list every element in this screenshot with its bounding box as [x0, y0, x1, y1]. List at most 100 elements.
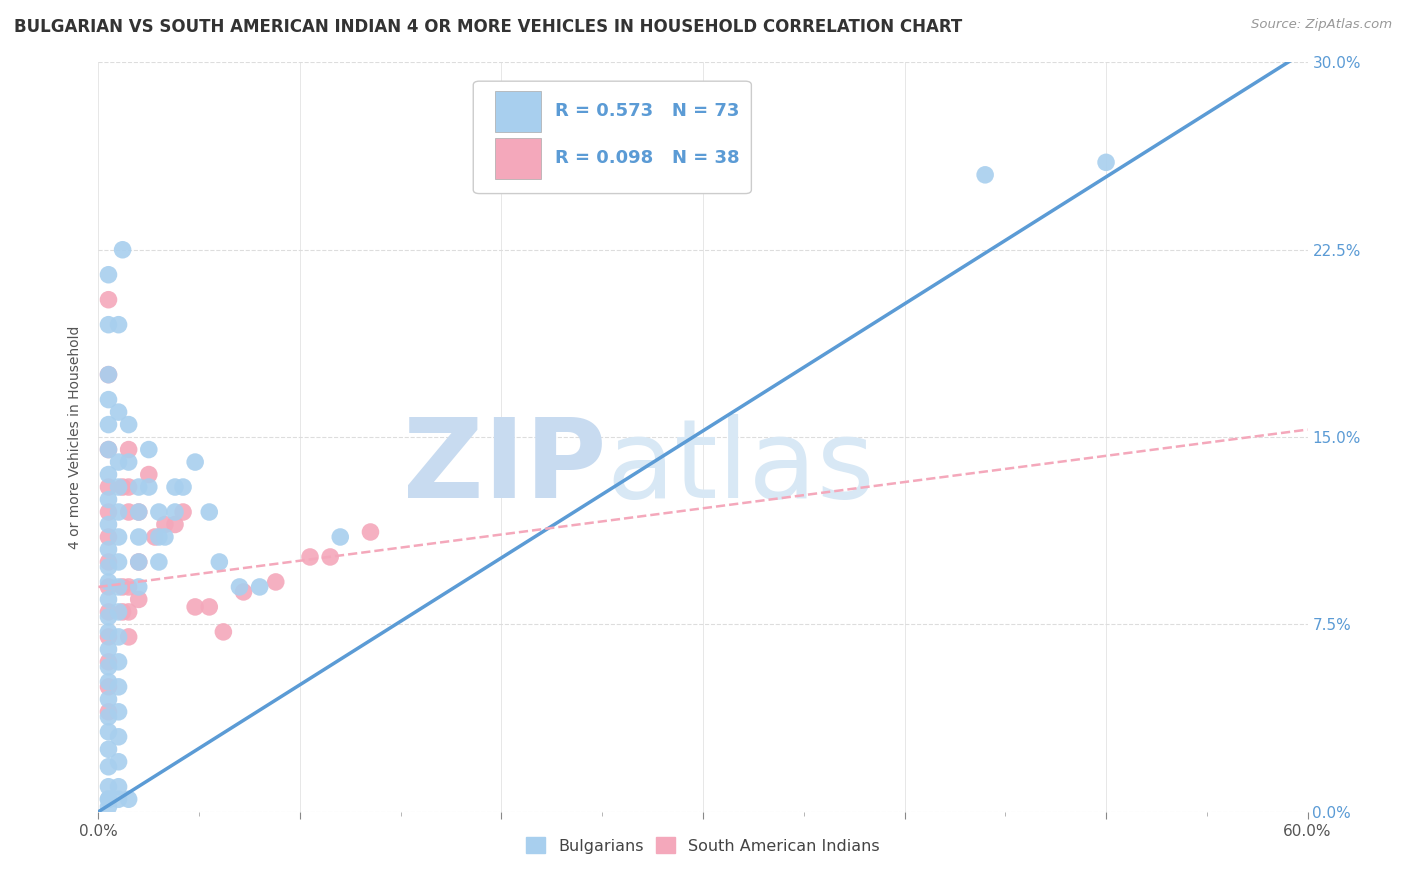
Point: [111, 580, 134, 594]
Point: [118, 455, 141, 469]
Point: [107, 792, 129, 806]
Point: [97, 555, 120, 569]
Point: [172, 480, 194, 494]
Point: [97, 368, 120, 382]
Point: [97, 318, 120, 332]
Point: [107, 730, 129, 744]
Point: [97, 293, 120, 307]
Point: [97, 505, 120, 519]
Point: [184, 455, 207, 469]
Point: [118, 630, 141, 644]
Point: [118, 417, 141, 432]
Point: [128, 530, 150, 544]
Point: [97, 442, 120, 457]
Point: [97, 580, 120, 594]
Point: [692, 143, 714, 157]
Point: [118, 580, 141, 594]
Text: R = 0.573   N = 73: R = 0.573 N = 73: [555, 103, 740, 120]
Point: [510, 130, 533, 145]
Point: [107, 580, 129, 594]
Point: [138, 480, 160, 494]
Point: [97, 792, 120, 806]
Point: [1095, 155, 1118, 169]
Point: [184, 599, 207, 614]
Point: [97, 442, 120, 457]
Point: [97, 368, 120, 382]
Point: [97, 680, 120, 694]
Point: [107, 318, 129, 332]
Point: [97, 655, 120, 669]
Point: [97, 610, 120, 624]
Point: [198, 505, 221, 519]
Point: [107, 505, 129, 519]
Point: [128, 505, 150, 519]
Point: [299, 549, 322, 564]
Point: [329, 530, 352, 544]
Point: [97, 542, 120, 557]
Point: [97, 467, 120, 482]
Point: [107, 530, 129, 544]
Point: [163, 480, 186, 494]
Point: [118, 605, 141, 619]
Point: [97, 692, 120, 706]
FancyBboxPatch shape: [495, 90, 541, 132]
Point: [107, 680, 129, 694]
Point: [97, 530, 120, 544]
Point: [107, 705, 129, 719]
Legend: Bulgarians, South American Indians: Bulgarians, South American Indians: [520, 831, 886, 860]
Text: BULGARIAN VS SOUTH AMERICAN INDIAN 4 OR MORE VEHICLES IN HOUSEHOLD CORRELATION C: BULGARIAN VS SOUTH AMERICAN INDIAN 4 OR …: [14, 18, 962, 36]
Point: [97, 624, 120, 639]
Point: [97, 517, 120, 532]
Text: ZIP: ZIP: [404, 414, 606, 521]
Point: [97, 780, 120, 794]
Point: [111, 605, 134, 619]
Point: [107, 655, 129, 669]
Point: [107, 405, 129, 419]
Point: [232, 585, 254, 599]
Point: [107, 780, 129, 794]
Point: [97, 268, 120, 282]
Point: [97, 592, 120, 607]
Text: Source: ZipAtlas.com: Source: ZipAtlas.com: [1251, 18, 1392, 31]
Point: [97, 492, 120, 507]
Point: [128, 592, 150, 607]
Point: [97, 705, 120, 719]
Point: [97, 674, 120, 689]
Point: [118, 792, 141, 806]
FancyBboxPatch shape: [474, 81, 751, 194]
Point: [107, 555, 129, 569]
Point: [97, 605, 120, 619]
Point: [128, 580, 150, 594]
Point: [153, 517, 176, 532]
Point: [591, 143, 613, 157]
Point: [172, 505, 194, 519]
Point: [148, 530, 170, 544]
Point: [118, 505, 141, 519]
Point: [111, 480, 134, 494]
Point: [97, 710, 120, 724]
Point: [107, 630, 129, 644]
Point: [107, 605, 129, 619]
Point: [249, 580, 271, 594]
Point: [163, 517, 186, 532]
Point: [97, 742, 120, 756]
Point: [153, 530, 176, 544]
Point: [264, 574, 287, 589]
Point: [319, 549, 342, 564]
Point: [974, 168, 997, 182]
Point: [128, 505, 150, 519]
FancyBboxPatch shape: [495, 137, 541, 179]
Point: [138, 442, 160, 457]
Y-axis label: 4 or more Vehicles in Household: 4 or more Vehicles in Household: [69, 326, 83, 549]
Point: [138, 467, 160, 482]
Point: [208, 555, 231, 569]
Point: [118, 442, 141, 457]
Point: [148, 555, 170, 569]
Point: [128, 555, 150, 569]
Point: [148, 505, 170, 519]
Point: [128, 480, 150, 494]
Point: [228, 580, 250, 594]
Point: [107, 480, 129, 494]
Text: R = 0.098   N = 38: R = 0.098 N = 38: [555, 149, 740, 168]
Point: [97, 560, 120, 574]
